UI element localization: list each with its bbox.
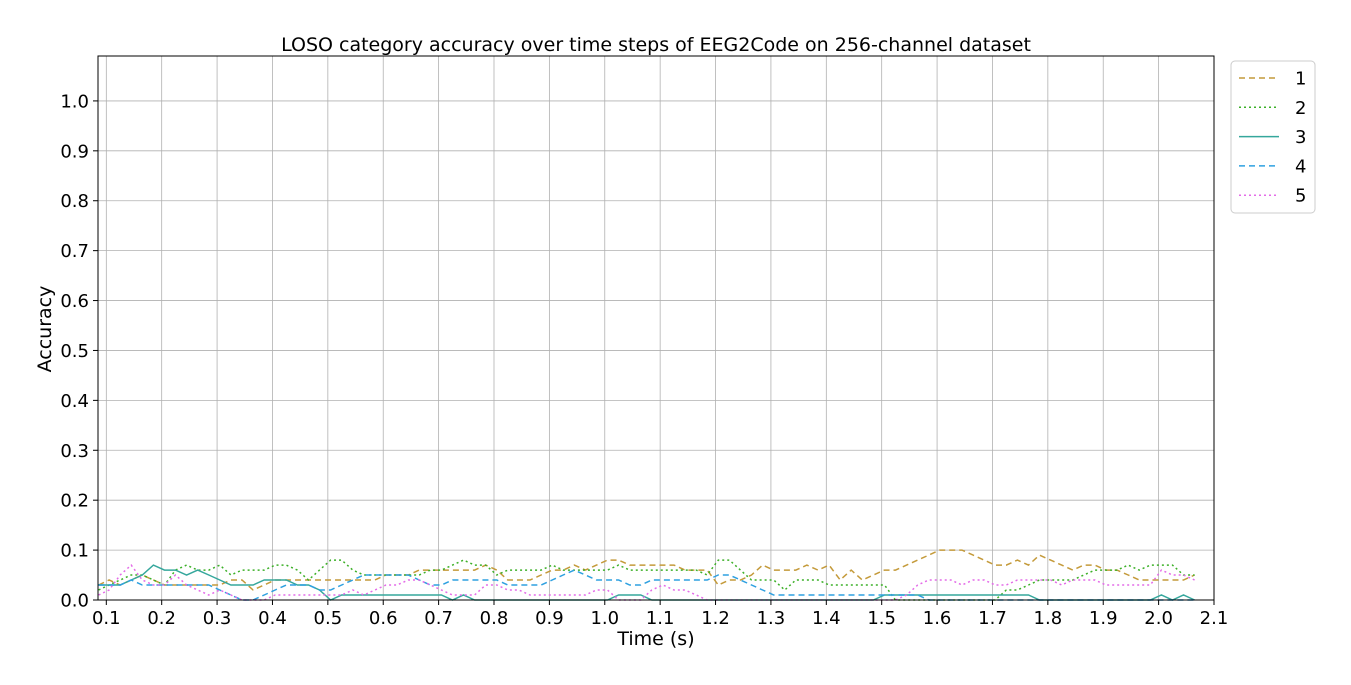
x-tick-label: 1.7 — [978, 608, 1007, 629]
x-tick-label: 0.7 — [424, 608, 453, 629]
x-tick-label: 1.9 — [1089, 608, 1118, 629]
x-tick-label: 0.6 — [369, 608, 398, 629]
series-line-3 — [98, 564, 1195, 601]
x-tick-label: 2.1 — [1200, 608, 1229, 629]
y-tick-label: 0.9 — [60, 141, 89, 162]
y-tick-label: 0.5 — [60, 341, 89, 362]
axes-frame — [97, 55, 1215, 601]
x-tick-label: 1.8 — [1034, 608, 1063, 629]
y-tick-label: 0.0 — [60, 591, 89, 612]
y-tick-label: 0.3 — [60, 441, 89, 462]
legend-label-4: 4 — [1295, 156, 1306, 177]
x-tick-label: 0.9 — [535, 608, 564, 629]
x-tick-label: 2.0 — [1144, 608, 1173, 629]
legend-label-1: 1 — [1295, 69, 1306, 90]
legend: 1 2 3 4 5 — [1230, 60, 1316, 214]
x-tick-label: 1.2 — [701, 608, 730, 629]
x-tick-label: 0.1 — [92, 608, 121, 629]
x-tick-label: 1.1 — [646, 608, 675, 629]
y-tick-label: 0.4 — [60, 391, 89, 412]
x-tick-label: 0.2 — [147, 608, 176, 629]
x-tick-label: 1.3 — [757, 608, 786, 629]
legend-label-3: 3 — [1295, 127, 1306, 148]
x-tick-label: 1.0 — [590, 608, 619, 629]
series-line-5 — [98, 563, 1195, 601]
y-tick-label: 0.2 — [60, 491, 89, 512]
y-axis-label: Accuracy — [34, 286, 56, 373]
x-tick-label: 1.5 — [867, 608, 896, 629]
x-tick-label: 0.5 — [314, 608, 343, 629]
axis-ticks: 0.1 0.2 0.3 0.4 0.5 0.6 0.7 0.8 0.9 1.0 1.1 1.2 1.3 1… — [60, 91, 1228, 629]
x-tick-label: 1.6 — [923, 608, 952, 629]
y-tick-label: 0.7 — [60, 241, 89, 262]
x-tick-label: 0.8 — [480, 608, 509, 629]
series-line-2 — [98, 559, 1195, 601]
x-tick-label: 0.4 — [258, 608, 287, 629]
legend-label-2: 2 — [1295, 98, 1306, 119]
y-tick-label: 0.6 — [60, 291, 89, 312]
x-axis-label: Time (s) — [616, 628, 694, 650]
x-tick-label: 0.3 — [203, 608, 232, 629]
chart-title: LOSO category accuracy over time steps o… — [281, 34, 1031, 56]
x-tick-label: 1.4 — [812, 608, 841, 629]
y-tick-label: 1.0 — [60, 91, 89, 112]
y-tick-label: 0.8 — [60, 191, 89, 212]
legend-label-5: 5 — [1295, 186, 1306, 207]
y-tick-label: 0.1 — [60, 541, 89, 562]
